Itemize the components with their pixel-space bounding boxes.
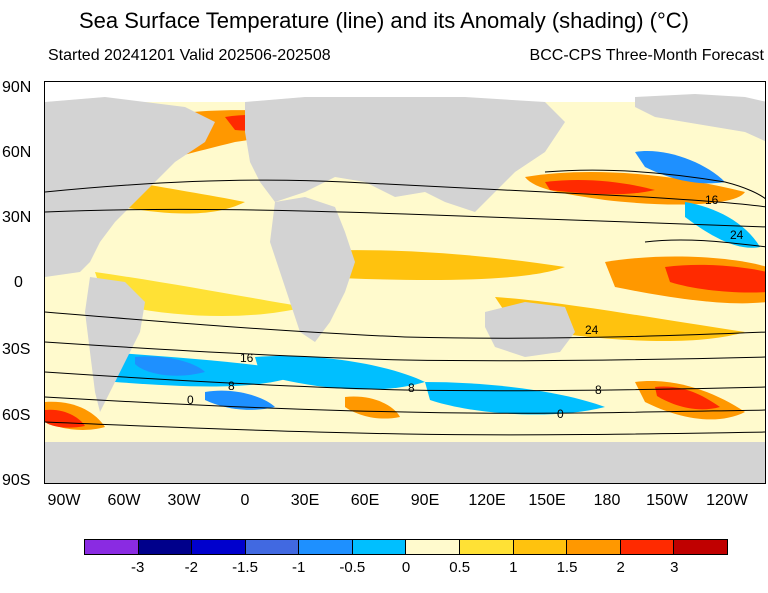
- contour-label: 8: [408, 381, 415, 395]
- anomaly-colorbar: [84, 539, 728, 555]
- lat-label-90n: 90N: [2, 79, 32, 96]
- lon-label: 120W: [706, 492, 748, 509]
- lat-label-30n: 30N: [2, 209, 32, 226]
- contour-label: 8: [595, 383, 602, 397]
- lon-label: 0: [240, 492, 250, 509]
- colorbar-label: 0: [401, 559, 411, 576]
- map-title: Sea Surface Temperature (line) and its A…: [78, 8, 689, 33]
- colorbar-label: -0.5: [339, 559, 366, 576]
- colorbar-label: 1: [509, 559, 518, 576]
- colorbar-cell: [138, 540, 193, 554]
- lon-label: 150W: [646, 492, 688, 509]
- colorbar-label: 3: [670, 559, 679, 576]
- colorbar-cell: [406, 540, 461, 554]
- colorbar-cell: [192, 540, 246, 554]
- contour-label: 24: [730, 228, 744, 242]
- colorbar-label: -1.5: [232, 559, 258, 576]
- colorbar-cell: [460, 540, 514, 554]
- lat-label-60s: 60S: [2, 407, 31, 424]
- lon-label: 60W: [107, 492, 141, 509]
- colorbar-cell: [299, 540, 353, 554]
- contour-label: 8: [228, 379, 235, 393]
- colorbar-label: -1: [291, 559, 306, 576]
- colorbar-cell: [513, 540, 568, 554]
- colorbar-cell: [620, 540, 675, 554]
- contour-label: 16: [705, 193, 719, 207]
- land-masses: [45, 94, 765, 483]
- contour-label: 0: [557, 407, 564, 421]
- colorbar-cell: [245, 540, 300, 554]
- colorbar-cell: [85, 540, 139, 554]
- colorbar-label: -2: [184, 559, 198, 576]
- lat-label-0: 0: [14, 274, 23, 291]
- colorbar-label: 2: [616, 559, 625, 576]
- lon-label: 90W: [47, 492, 81, 509]
- lon-label: 30E: [290, 492, 320, 509]
- lon-label: 180: [593, 492, 621, 509]
- sst-contours: [45, 169, 765, 436]
- lon-label: 60E: [350, 492, 380, 509]
- contour-label: 24: [585, 323, 599, 337]
- lon-label: 150E: [528, 492, 566, 509]
- forecast-dates: Started 20241201 Valid 202506-202508: [48, 47, 331, 64]
- contour-label: 0: [187, 393, 194, 407]
- contour-label: 16: [240, 351, 254, 365]
- colorbar-label: -3: [130, 559, 145, 576]
- lon-label: 90E: [410, 492, 440, 509]
- colorbar-label: 1.5: [556, 559, 578, 576]
- colorbar-label: 0.5: [449, 559, 471, 576]
- colorbar-cell: [674, 540, 727, 554]
- lon-label: 30W: [167, 492, 201, 509]
- lat-label-90s: 90S: [2, 472, 31, 489]
- colorbar-cell: [567, 540, 621, 554]
- colorbar-cell: [352, 540, 407, 554]
- lon-label: 120E: [468, 492, 506, 509]
- sst-anomaly-map: 16 24 24 16 8 8 8 0 0: [44, 81, 766, 484]
- forecast-source: BCC-CPS Three-Month Forecast: [529, 47, 764, 64]
- contour-labels: 16 24 24 16 8 8 8 0 0: [187, 193, 744, 421]
- lat-label-60n: 60N: [2, 144, 32, 161]
- lat-label-30s: 30S: [2, 341, 31, 358]
